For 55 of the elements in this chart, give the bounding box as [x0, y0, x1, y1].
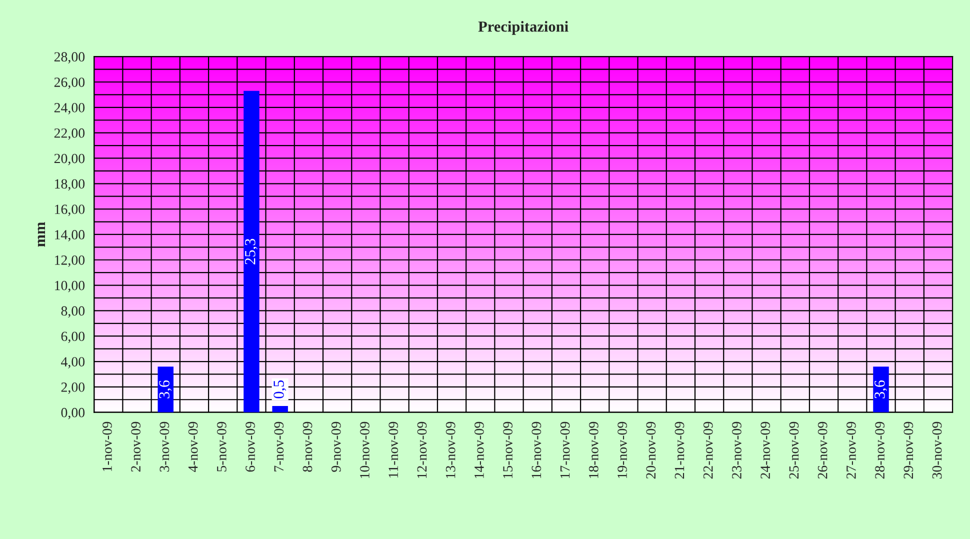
x-tick-label: 24-nov-09 — [760, 422, 770, 479]
x-tick-label: 11-nov-09 — [388, 422, 398, 478]
x-tick-label: 5-nov-09 — [216, 422, 226, 472]
y-tick-label: 14,00 — [55, 230, 85, 242]
data-label: 0,5 — [274, 380, 286, 398]
x-tick-label: 25-nov-09 — [789, 422, 799, 479]
y-tick-label: 10,00 — [55, 280, 85, 292]
x-tick-label: 28-nov-09 — [875, 422, 884, 479]
data-label: 25,3 — [245, 238, 258, 264]
x-tick-label: 29-nov-09 — [904, 422, 914, 479]
y-tick-label: 28,00 — [54, 52, 85, 64]
x-tick-label: 21-nov-09 — [674, 422, 684, 479]
x-tick-label: 20-nov-09 — [646, 422, 656, 479]
y-tick-label: 20,00 — [54, 154, 85, 166]
x-tick-label: 19-nov-09 — [618, 422, 627, 478]
bar — [158, 366, 174, 412]
y-tick-label: 6,00 — [61, 332, 85, 344]
data-label: 3,6 — [159, 380, 172, 398]
y-tick-label: 26,00 — [54, 78, 85, 89]
x-tick-label: 13-nov-09 — [446, 422, 456, 478]
x-tick-label: 27-nov-09 — [846, 422, 856, 479]
bar — [873, 366, 889, 412]
x-tick-label: 12-nov-09 — [417, 422, 427, 478]
y-tick-label: 22,00 — [54, 128, 85, 140]
bar — [272, 406, 288, 412]
y-tick-label: 16,00 — [55, 204, 85, 216]
y-tick-label: 2,00 — [61, 382, 85, 394]
x-tick-label: 9-nov-09 — [331, 422, 341, 472]
x-tick-label: 14-nov-09 — [474, 422, 484, 478]
y-tick-label: 8,00 — [61, 306, 85, 318]
x-tick-label: 2-nov-09 — [131, 422, 140, 472]
x-tick-label: 18-nov-09 — [588, 422, 598, 478]
bar — [244, 90, 260, 412]
x-tick-label: 23-nov-09 — [732, 422, 742, 479]
x-tick-label: 4-nov-09 — [188, 422, 198, 472]
x-tick-label: 1-nov-09 — [102, 422, 112, 472]
x-tick-label: 26-nov-09 — [818, 422, 828, 479]
x-tick-label: 22-nov-09 — [703, 422, 713, 479]
x-tick-label: 6-nov-09 — [246, 422, 255, 472]
x-tick-label: 3-nov-09 — [160, 422, 170, 472]
y-tick-label: 0,00 — [61, 408, 85, 420]
y-tick-label: 24,00 — [54, 103, 85, 114]
x-tick-label: 17-nov-09 — [560, 422, 570, 478]
y-tick-label: 4,00 — [61, 357, 85, 368]
x-tick-label: 15-nov-09 — [503, 422, 512, 478]
x-tick-label: 16-nov-09 — [532, 422, 542, 478]
x-tick-label: 7-nov-09 — [274, 422, 284, 472]
chart-title: Precipitazioni — [478, 20, 568, 35]
y-tick-label: 18,00 — [55, 179, 85, 191]
x-tick-label: 10-nov-09 — [360, 422, 370, 478]
y-axis-title: mm — [38, 222, 46, 247]
x-tick-label: 8-nov-09 — [302, 422, 312, 472]
y-tick-label: 12,00 — [55, 255, 85, 267]
data-label: 3,6 — [874, 380, 888, 398]
x-tick-label: 30-nov-09 — [932, 422, 942, 479]
